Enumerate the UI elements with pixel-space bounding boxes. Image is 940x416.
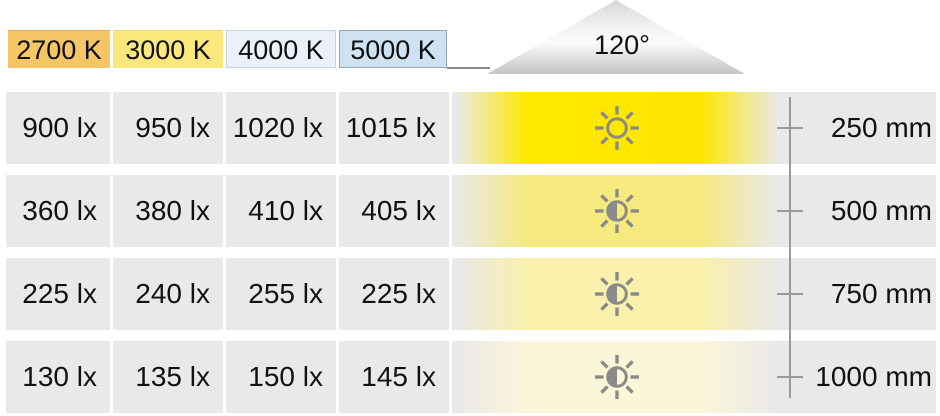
- temperature-badge-4000k: 4000 K: [226, 30, 336, 68]
- lux-value-cell: 130 lx: [6, 341, 110, 413]
- light-glow-band: [456, 92, 778, 164]
- distance-label: 500 mm: [830, 195, 932, 226]
- table-row: 360 lx 380 lx 410 lx 405 lx: [6, 175, 936, 247]
- tick-mark: [777, 210, 803, 212]
- sun-half-icon: [593, 270, 641, 318]
- lux-value-cell: 255 lx: [226, 258, 336, 330]
- table-row: 130 lx 135 lx 150 lx 145 lx: [6, 341, 936, 413]
- tick-mark: [777, 127, 803, 129]
- tick-mark: [777, 376, 803, 378]
- lux-value-cell: 405 lx: [339, 175, 449, 247]
- temperature-badge-5000k: 5000 K: [339, 30, 447, 68]
- lux-value-cell: 360 lx: [6, 175, 110, 247]
- distance-label: 1000 mm: [815, 361, 932, 392]
- tick-mark: [777, 293, 803, 295]
- lux-value-cell: 1015 lx: [339, 92, 449, 164]
- distance-label: 750 mm: [830, 278, 932, 309]
- measure-line: [789, 97, 791, 398]
- lux-value-cell: 1020 lx: [226, 92, 336, 164]
- lux-value-cell: 900 lx: [6, 92, 110, 164]
- sun-half-icon: [593, 353, 641, 401]
- beam-angle-label: 120°: [594, 30, 650, 60]
- lux-value-cell: 225 lx: [339, 258, 449, 330]
- table-row: 900 lx 950 lx 1020 lx 1015 lx 250 m: [6, 92, 936, 164]
- lux-value-cell: 240 lx: [113, 258, 223, 330]
- lux-value-cell: 145 lx: [339, 341, 449, 413]
- sun-outline-icon: [593, 104, 641, 152]
- connector-line: [447, 67, 490, 69]
- distance-label: 250 mm: [830, 112, 932, 143]
- lux-value-cell: 380 lx: [113, 175, 223, 247]
- temperature-badge-3000k: 3000 K: [113, 30, 223, 68]
- lux-value-cell: 150 lx: [226, 341, 336, 413]
- table-row: 225 lx 240 lx 255 lx 225 lx: [6, 258, 936, 330]
- sun-half-icon: [593, 187, 641, 235]
- lux-value-cell: 135 lx: [113, 341, 223, 413]
- lux-value-cell: 225 lx: [6, 258, 110, 330]
- temperature-badge-2700k: 2700 K: [8, 30, 110, 68]
- lux-value-cell: 950 lx: [113, 92, 223, 164]
- lux-value-cell: 410 lx: [226, 175, 336, 247]
